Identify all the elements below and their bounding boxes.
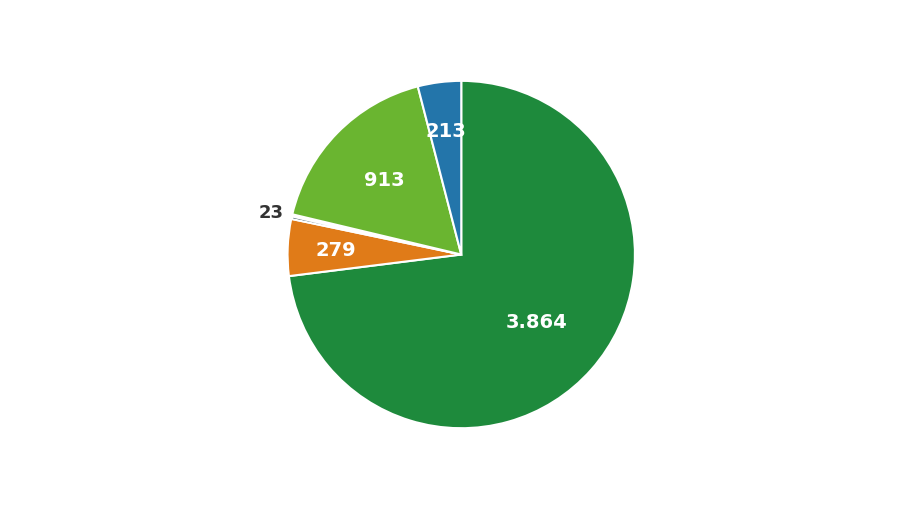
Wedge shape	[418, 82, 462, 255]
Text: 23: 23	[259, 204, 284, 221]
Text: 279: 279	[316, 240, 356, 260]
Text: 213: 213	[425, 122, 466, 141]
Wedge shape	[292, 87, 461, 255]
Wedge shape	[288, 220, 461, 277]
Wedge shape	[292, 215, 461, 255]
Wedge shape	[292, 217, 461, 255]
Wedge shape	[289, 82, 634, 428]
Text: 913: 913	[364, 170, 405, 189]
Text: 3.864: 3.864	[506, 312, 568, 331]
